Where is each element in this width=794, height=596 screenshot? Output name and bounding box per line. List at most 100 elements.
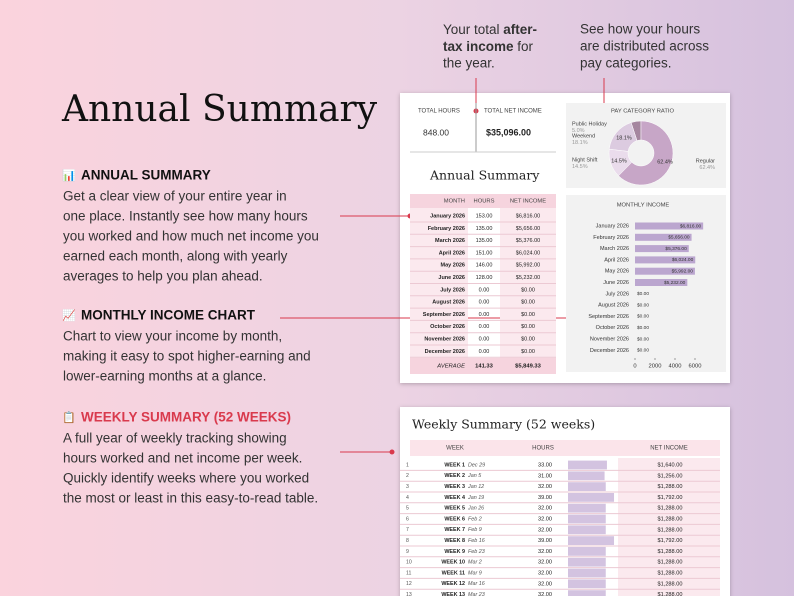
row-number: 1 — [406, 462, 409, 468]
week-hours: 32.00 — [538, 592, 552, 596]
feature-text: the most or least in this easy-to-read t… — [63, 491, 318, 506]
table-cell: March 2026 — [435, 238, 465, 244]
bar — [635, 222, 704, 230]
chart-title: MONTHLY INCOME — [617, 203, 670, 209]
bar-label: $6,024.00 — [672, 257, 694, 263]
week-label: WEEK 12 — [441, 581, 465, 587]
week-hours: 33.00 — [538, 462, 552, 468]
table-cell: July 2026 — [440, 287, 465, 293]
feature-text: lower-earning months at a glance. — [63, 369, 266, 384]
x-tick-label: 4000 — [669, 364, 682, 370]
pointer-dot — [389, 449, 395, 455]
x-tick-label: 0 — [633, 364, 636, 370]
feature-icon: 📋 — [62, 411, 76, 424]
table-cell: $0.00 — [521, 349, 535, 355]
week-hours: 32.00 — [538, 506, 552, 512]
y-tick-label: February 2026 — [593, 235, 629, 241]
week-net: $1,792.00 — [658, 538, 683, 544]
row-number: 5 — [406, 506, 409, 512]
week-label: WEEK 3 — [444, 484, 465, 490]
week-date: Feb 9 — [468, 527, 482, 533]
table-cell: 0.00 — [479, 300, 490, 306]
row-number: 9 — [406, 549, 409, 555]
week-date: Feb 16 — [468, 538, 485, 544]
callout-text: pay categories. — [580, 56, 672, 71]
bar — [635, 256, 696, 264]
bar-label: $0.00 — [637, 314, 649, 320]
bar-label: $0.00 — [637, 302, 649, 308]
totals-label: TOTAL HOURS — [418, 109, 460, 115]
pie-inner-label: 14.5% — [611, 158, 627, 164]
bar-label: $6,816.00 — [680, 223, 702, 229]
table-title: Annual Summary — [429, 168, 540, 183]
table-cell: $5,376.00 — [516, 238, 540, 244]
table-cell: April 2026 — [439, 250, 465, 256]
bar-label: $0.00 — [637, 325, 649, 331]
average-cell: $5,849.33 — [515, 364, 542, 370]
table-cell: $5,992.00 — [516, 263, 540, 269]
hours-bar — [568, 557, 606, 567]
bar-label: $0.00 — [637, 336, 649, 342]
pie-legend-label: Public Holiday — [572, 121, 607, 127]
y-tick-label: October 2026 — [596, 325, 629, 331]
row-number: 4 — [406, 495, 409, 501]
table-cell: January 2026 — [430, 213, 465, 219]
table-cell: 0.00 — [479, 312, 490, 318]
bar-label: $5,376.00 — [665, 246, 687, 252]
pie-legend-label: Regular — [696, 158, 715, 164]
y-tick-label: December 2026 — [590, 348, 629, 354]
callout-text: See how your hours — [580, 22, 700, 37]
feature-heading: ANNUAL SUMMARY — [81, 168, 211, 183]
week-net: $1,288.00 — [658, 581, 683, 587]
bar — [635, 245, 689, 253]
totals-value: $35,096.00 — [486, 127, 531, 137]
table-cell: 0.00 — [479, 336, 490, 342]
week-label: WEEK 6 — [444, 516, 465, 522]
week-hours: 32.00 — [538, 516, 552, 522]
feature-text: Quickly identify weeks where you worked — [63, 471, 309, 486]
bar-label: $0.00 — [637, 291, 649, 297]
week-hours: 32.00 — [538, 570, 552, 576]
x-tick-label: 6000 — [689, 364, 702, 370]
feature-text: Get a clear view of your entire year in — [63, 189, 287, 204]
row-number: 6 — [406, 516, 409, 522]
week-label: WEEK 4 — [444, 495, 465, 501]
pie-legend-value: 62.4% — [699, 165, 715, 171]
week-date: Jan 5 — [467, 473, 482, 479]
totals-value: 848.00 — [423, 127, 449, 137]
table-header: HOURS — [474, 199, 495, 205]
bar — [635, 233, 692, 241]
feature-text: making it easy to spot higher-earning an… — [63, 349, 311, 364]
pie-legend-value: 14.5% — [572, 164, 588, 170]
table-cell: $6,024.00 — [516, 250, 540, 256]
table-cell: June 2026 — [438, 275, 465, 281]
hours-bar — [568, 547, 606, 556]
average-cell: 141.33 — [475, 364, 494, 370]
y-tick-label: June 2026 — [603, 280, 629, 286]
pie-inner-label: 62.4% — [657, 159, 673, 165]
hours-bar — [568, 503, 606, 513]
week-hours: 32.00 — [538, 549, 552, 555]
hours-bar — [568, 568, 606, 578]
week-label: WEEK 10 — [441, 560, 465, 566]
row-number: 10 — [406, 560, 412, 566]
table-cell: $5,232.00 — [516, 275, 540, 281]
callout-text: Your total after- — [443, 22, 537, 37]
y-tick-label: March 2026 — [600, 246, 629, 252]
week-date: Feb 2 — [468, 516, 482, 522]
pie-legend-value: 18.1% — [572, 140, 588, 146]
feature-icon: 📊 — [62, 169, 76, 182]
row-number: 7 — [406, 527, 409, 533]
week-date: Mar 9 — [468, 570, 482, 576]
pie-legend-label: Night Shift — [572, 157, 598, 163]
y-tick-label: July 2026 — [605, 291, 629, 297]
table-header: MONTH — [444, 199, 465, 205]
callout-part: for — [514, 39, 534, 54]
pie-slice — [618, 120, 674, 186]
feature-text: earned each month, along with yearly — [63, 249, 288, 264]
table-cell: 0.00 — [479, 349, 490, 355]
week-net: $1,288.00 — [658, 516, 683, 522]
week-net: $1,288.00 — [658, 506, 683, 512]
table-cell: 0.00 — [479, 287, 490, 293]
table-cell: $0.00 — [521, 312, 535, 318]
